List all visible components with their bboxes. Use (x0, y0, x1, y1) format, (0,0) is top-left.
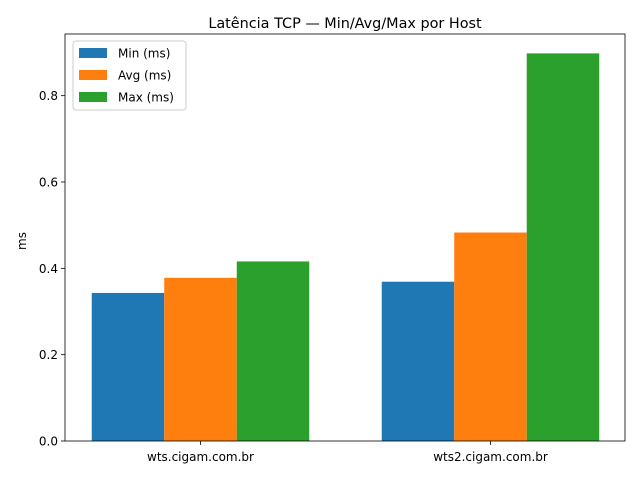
chart-title: Latência TCP — Min/Avg/Max por Host (208, 16, 482, 32)
bar-wts-cigam-com-br-min (91, 292, 165, 441)
bar-wts2-cigam-com-br-avg (454, 232, 527, 441)
bar-wts2-cigam-com-br-min (381, 281, 455, 441)
legend-label: Avg (ms) (118, 69, 171, 83)
bars-group (91, 53, 600, 441)
y-tick-label: 0.6 (39, 176, 58, 190)
y-tick-label: 0.2 (39, 348, 58, 362)
legend-swatch (79, 70, 107, 80)
legend-swatch (79, 92, 107, 102)
legend-label: Max (ms) (118, 91, 174, 105)
bar-wts-cigam-com-br-max (236, 261, 310, 441)
bar-wts2-cigam-com-br-max (526, 53, 600, 441)
x-ticks-group: wts.cigam.com.br wts2.cigam.com.br (147, 441, 548, 464)
legend-label: Min (ms) (118, 47, 170, 61)
y-axis-label: ms (15, 232, 29, 250)
legend: Min (ms) Avg (ms) Max (ms) (72, 40, 187, 111)
bar-wts-cigam-com-br-avg (164, 277, 237, 441)
y-ticks-group: 0.0 0.2 0.4 0.6 0.8 (39, 89, 65, 449)
x-tick-label: wts.cigam.com.br (147, 450, 254, 464)
plot-frame (64, 33, 626, 442)
y-tick-label: 0.4 (39, 262, 58, 276)
y-tick-label: 0.0 (39, 435, 58, 449)
y-tick-label: 0.8 (39, 89, 58, 103)
legend-swatch (79, 48, 107, 58)
x-tick-label: wts2.cigam.com.br (433, 450, 548, 464)
